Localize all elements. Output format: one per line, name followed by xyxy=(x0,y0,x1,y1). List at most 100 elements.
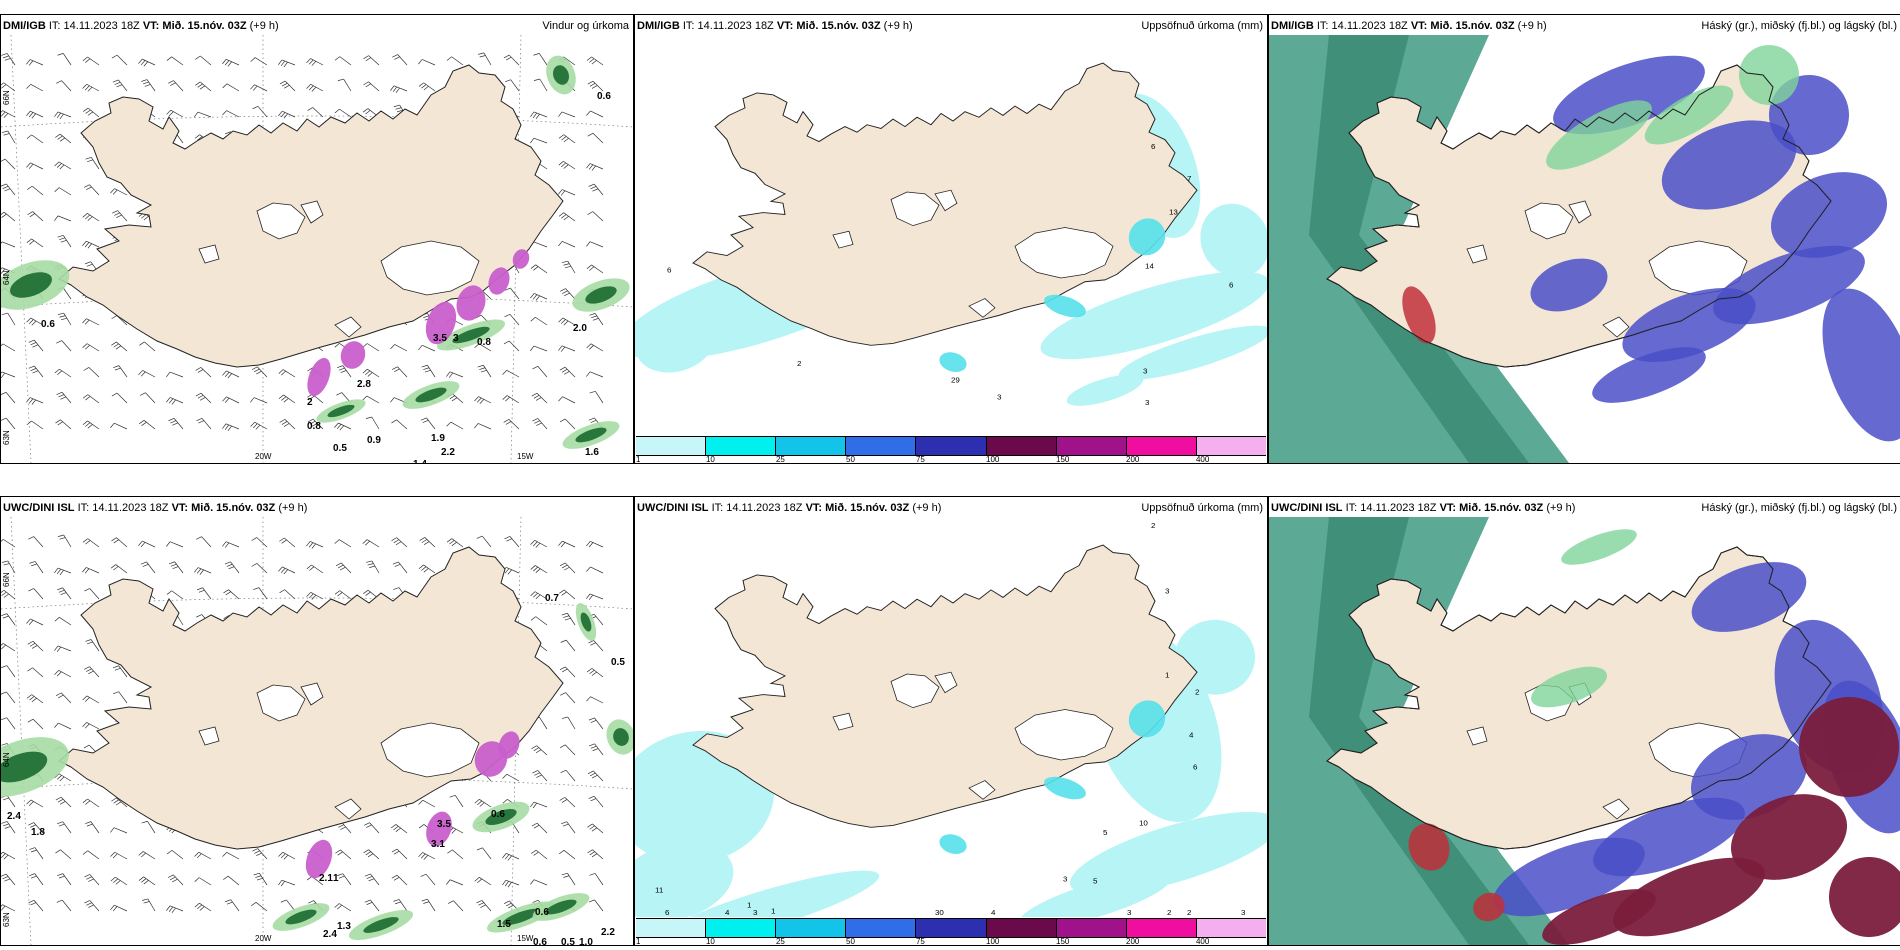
source-label: UWC/DINI ISL xyxy=(637,502,709,514)
lat-label: 63N xyxy=(2,912,11,927)
value-label: 1.3 xyxy=(337,921,351,932)
value-label: 3 xyxy=(453,333,459,344)
forecast-offset: (+9 h) xyxy=(883,20,913,32)
panel-title: Uppsöfnuð úrkoma (mm) xyxy=(1141,20,1263,32)
value-label: 6 xyxy=(1193,763,1197,772)
iceland-landmass xyxy=(58,546,564,850)
init-time: 14.11.2023 18Z xyxy=(1360,502,1437,514)
value-label: 14 xyxy=(1145,262,1155,271)
source-label: UWC/DINI ISL xyxy=(1271,502,1343,514)
value-label: 3 xyxy=(753,908,757,917)
colorbar-swatch xyxy=(1126,437,1197,455)
source-label: UWC/DINI ISL xyxy=(3,502,75,514)
value-label: 29 xyxy=(951,376,960,385)
valid-time: Mið. 15.nóv. 03Z xyxy=(191,502,276,514)
value-label: 0.5 xyxy=(611,657,625,668)
value-label: 3 xyxy=(1241,908,1245,917)
value-label: 4 xyxy=(725,908,730,917)
precip-patches xyxy=(1,603,633,940)
value-label: 1.9 xyxy=(431,433,445,444)
panel-top-middle: DMI/IGB IT: 14.11.2023 18Z VT: Mið. 15.n… xyxy=(634,14,1268,464)
value-label: 2 xyxy=(1187,908,1191,917)
value-label: 0.8 xyxy=(477,337,491,348)
colorbar-swatch xyxy=(986,919,1057,937)
panel-header: DMI/IGB IT: 14.11.2023 18Z VT: Mið. 15.n… xyxy=(3,20,629,32)
forecast-offset: (+9 h) xyxy=(249,20,279,32)
value-label: 2.4 xyxy=(7,811,21,822)
colorbar-tick-label: 1 xyxy=(636,937,641,946)
colorbar-tick-label: 100 xyxy=(986,937,1000,946)
value-label: 0.6 xyxy=(491,809,505,820)
colorbar-tick-label: 200 xyxy=(1126,455,1140,464)
value-label: 2 xyxy=(307,397,313,408)
lat-label: 66N xyxy=(2,572,11,587)
colorbar-swatch xyxy=(1126,919,1197,937)
panel-header: UWC/DINI ISL IT: 14.11.2023 18Z VT: Mið.… xyxy=(1271,502,1897,514)
colorbar-swatch xyxy=(636,437,707,455)
panel-title: Háský (gr.), miðský (fj.bl.) og lágský (… xyxy=(1701,20,1897,32)
value-label: 1 xyxy=(771,907,775,916)
value-label: 2.0 xyxy=(573,323,587,334)
value-label: 1.5 xyxy=(497,919,511,930)
forecast-offset: (+9 h) xyxy=(1546,502,1576,514)
value-label: 1 xyxy=(747,901,751,910)
accumulated-precip-map: 2 3 1 2 4 6 10 5 5 3 11 1 1 3 4 6 30 4 3 2 2 3 xyxy=(635,517,1267,917)
iceland-landmass xyxy=(58,64,564,368)
lon-label: 20W xyxy=(255,934,272,943)
panel-header: DMI/IGB IT: 14.11.2023 18Z VT: Mið. 15.n… xyxy=(637,20,1263,32)
panel-top-left: DMI/IGB IT: 14.11.2023 18Z VT: Mið. 15.n… xyxy=(0,14,634,464)
colorbar-tick-label: 50 xyxy=(846,455,855,464)
precip-coast-band xyxy=(939,218,1166,372)
value-label: 2 xyxy=(1195,688,1199,697)
colorbar-swatch xyxy=(986,437,1057,455)
panel-header: UWC/DINI ISL IT: 14.11.2023 18Z VT: Mið.… xyxy=(3,502,308,514)
colorbar-tick-label: 25 xyxy=(775,455,785,464)
wind-precip-map: 0.6 0.6 2.0 3.5 3 0.8 2.8 2 0.8 0.5 0.9 1.9 2.2 1.4 1.… xyxy=(1,35,633,463)
colorbar-tick-label: 75 xyxy=(915,937,925,946)
iceland-landmass xyxy=(692,62,1198,346)
panel-title: Uppsöfnuð úrkoma (mm) xyxy=(1141,502,1263,514)
cloud-cover-map xyxy=(1269,35,1900,463)
colorbar-swatch xyxy=(776,919,847,937)
forecast-offset: (+9 h) xyxy=(278,502,308,514)
precip-coast-band xyxy=(939,700,1166,854)
lat-label: 64N xyxy=(2,270,11,285)
value-label: 2 xyxy=(1167,908,1171,917)
colorbar-swatch xyxy=(1056,437,1127,455)
accumulated-precip-map: 6 7 13 14 6 6 2 29 3 3 3 xyxy=(635,35,1267,435)
value-label: 1 xyxy=(333,873,339,884)
colorbar-swatch xyxy=(776,437,847,455)
forecast-offset: (+9 h) xyxy=(1517,20,1547,32)
value-label: 4 xyxy=(991,908,996,917)
value-label: 6 xyxy=(1229,281,1233,290)
value-label: 6 xyxy=(1151,142,1155,151)
lon-label: 15W xyxy=(517,452,534,461)
source-label: DMI/IGB xyxy=(1271,20,1314,32)
colorbar-swatch xyxy=(846,919,917,937)
panel-bottom-middle: UWC/DINI ISL IT: 14.11.2023 18Z VT: Mið.… xyxy=(634,496,1268,946)
colorbar-swatch xyxy=(1196,437,1266,455)
colorbar-tick-label: 200 xyxy=(1126,937,1140,946)
colorbar-swatch xyxy=(846,437,917,455)
value-label: 1.6 xyxy=(585,447,599,458)
colorbar-tick-label: 75 xyxy=(915,455,925,464)
value-label: 13 xyxy=(1169,208,1178,217)
panel-header: UWC/DINI ISL IT: 14.11.2023 18Z VT: Mið.… xyxy=(637,502,1263,514)
colorbar-swatch xyxy=(916,437,987,455)
value-label: 2.2 xyxy=(601,927,615,938)
colorbar-tick-label: 10 xyxy=(705,455,715,464)
value-label: 10 xyxy=(1139,819,1148,828)
value-label: 0.5 xyxy=(333,443,347,454)
panel-title: Vindur og úrkoma xyxy=(542,20,629,32)
colorbar-swatch xyxy=(706,919,777,937)
value-label: 4 xyxy=(1189,731,1194,740)
value-label: 0.6 xyxy=(535,907,549,918)
valid-time: Mið. 15.nóv. 03Z xyxy=(825,502,910,514)
wind-precip-map: 0.7 0.5 2.4 1.8 3.5 3.1 0.6 2.1 1 1.3 2.4 1.5 0.6 0.6… xyxy=(1,517,633,945)
value-label: 3 xyxy=(1165,587,1169,596)
precip-colorbar: 1 10 25 50 75 100 150 200 400 xyxy=(636,918,1266,946)
value-label: 3.5 xyxy=(433,333,447,344)
colorbar-tick-label: 25 xyxy=(775,937,785,946)
value-label: 11 xyxy=(655,886,663,895)
value-label: 0.6 xyxy=(41,319,55,330)
